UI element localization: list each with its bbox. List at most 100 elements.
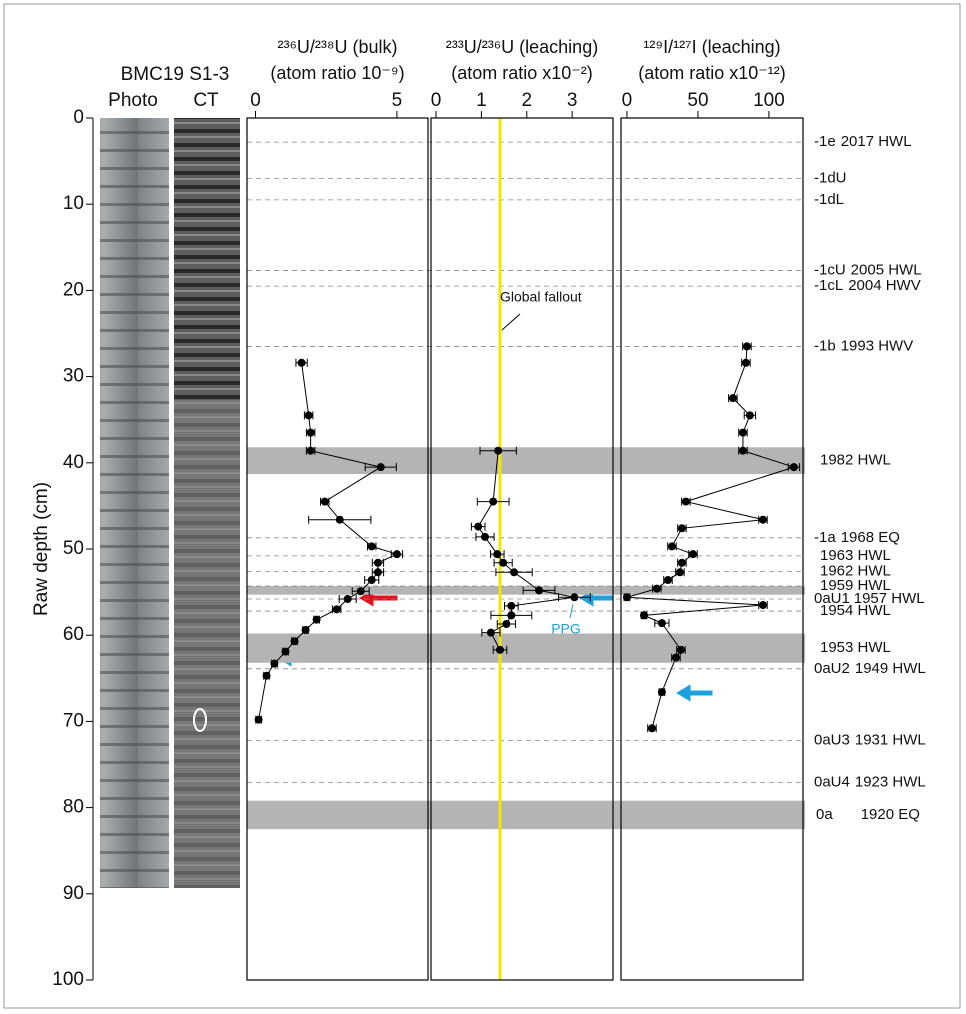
data-point bbox=[281, 647, 290, 656]
leader bbox=[501, 313, 521, 331]
data-point bbox=[570, 593, 579, 602]
horizon-label: 1963 HWL bbox=[820, 547, 891, 564]
unit-label: 0aU1 bbox=[814, 590, 850, 607]
data-line bbox=[258, 362, 399, 720]
horizon-label: -1dU bbox=[814, 169, 847, 186]
data-point bbox=[681, 497, 690, 506]
y-tick-label: 30 bbox=[63, 366, 84, 387]
data-point bbox=[262, 671, 271, 680]
data-point bbox=[356, 587, 365, 596]
data-point bbox=[254, 715, 263, 724]
x-tick-label: 5 bbox=[392, 90, 403, 111]
y-tick-label: 80 bbox=[63, 797, 84, 818]
horizon-label: -1a 1968 EQ bbox=[814, 529, 900, 546]
photo-label: Photo bbox=[108, 90, 158, 111]
data-point bbox=[297, 358, 306, 367]
data-point bbox=[741, 358, 750, 367]
data-point bbox=[320, 497, 329, 506]
horizon-label: -1b 1993 HWV bbox=[814, 337, 913, 354]
data-point bbox=[376, 463, 385, 472]
x-tick-label: 0 bbox=[431, 90, 442, 111]
event-label: 2005 HWL bbox=[851, 262, 922, 279]
y-tick-label: 40 bbox=[63, 452, 84, 473]
data-point bbox=[657, 688, 666, 697]
horizon-label: 0aU2 1949 HWL bbox=[814, 660, 926, 677]
data-point bbox=[677, 524, 686, 533]
x-tick-label: 3 bbox=[567, 90, 578, 111]
panel-frame bbox=[430, 117, 614, 981]
event-label: 1962 HWL bbox=[820, 562, 891, 579]
horizon-label: -1cL 2004 HWV bbox=[814, 277, 921, 294]
data-point bbox=[486, 628, 495, 637]
y-tick-label: 10 bbox=[63, 193, 84, 214]
y-tick-label: 0 bbox=[73, 107, 84, 128]
data-point bbox=[304, 411, 313, 420]
event-label: 1920 EQ bbox=[861, 806, 920, 823]
event-band bbox=[247, 447, 805, 475]
core-ct-lower bbox=[174, 400, 240, 888]
band-label: 1982 HWL bbox=[820, 452, 891, 469]
data-point bbox=[507, 611, 516, 620]
y-tick-label: 20 bbox=[63, 279, 84, 300]
unit-label: 0aU2 bbox=[814, 660, 850, 677]
data-point bbox=[270, 659, 279, 668]
data-point bbox=[306, 428, 315, 437]
unit-label: -1a bbox=[814, 529, 836, 546]
unit-label: -1cU bbox=[814, 262, 846, 279]
data-point bbox=[676, 645, 685, 654]
frame bbox=[3, 3, 961, 1009]
event-label: 2004 HWV bbox=[848, 277, 921, 294]
data-point bbox=[677, 558, 686, 567]
annotation: PPG bbox=[551, 621, 581, 637]
data-point bbox=[789, 463, 798, 472]
reference-label: Global fallout bbox=[500, 289, 582, 305]
event-label: 1993 HWV bbox=[841, 337, 914, 354]
y-tick-label: 100 bbox=[52, 969, 84, 990]
unit-label: -1b bbox=[814, 337, 836, 354]
core-label: BMC19 S1-3 bbox=[121, 64, 230, 85]
event-label: 1968 EQ bbox=[841, 529, 900, 546]
data-point bbox=[489, 497, 498, 506]
data-point bbox=[312, 615, 321, 624]
horizon-label: -1e 2017 HWL bbox=[814, 133, 912, 150]
event-label: 1957 HWL bbox=[854, 590, 925, 607]
data-point bbox=[495, 645, 504, 654]
x-tick-label: 1 bbox=[476, 90, 487, 111]
x-tick-label: 2 bbox=[521, 90, 532, 111]
data-point bbox=[367, 542, 376, 551]
data-point bbox=[622, 593, 631, 602]
data-point bbox=[535, 586, 544, 595]
data-point bbox=[481, 532, 490, 541]
data-point bbox=[343, 594, 352, 603]
data-point bbox=[667, 542, 676, 551]
event-label: 1982 HWL bbox=[820, 452, 891, 469]
horizon-label: 1954 HWL bbox=[820, 602, 891, 619]
unit-label: -1e bbox=[814, 133, 836, 150]
data-point bbox=[745, 411, 754, 420]
data-point bbox=[758, 601, 767, 610]
ct-void bbox=[193, 708, 207, 732]
x-tick-label: 100 bbox=[753, 90, 785, 111]
event-label: 1963 HWL bbox=[820, 547, 891, 564]
panel-subtitle: (atom ratio x10⁻¹²) bbox=[638, 63, 786, 83]
data-point bbox=[474, 522, 483, 531]
data-point bbox=[290, 637, 299, 646]
y-tick-label: 70 bbox=[63, 710, 84, 731]
arrow bbox=[676, 684, 713, 702]
data-point bbox=[758, 515, 767, 524]
panel-subtitle: (atom ratio x10⁻²) bbox=[451, 63, 593, 83]
unit-label: 0aU3 bbox=[814, 731, 850, 748]
data-point bbox=[652, 584, 661, 593]
panel-title: ²³³U/²³⁶U (leaching) bbox=[446, 37, 598, 57]
data-point bbox=[675, 568, 684, 577]
event-label: 1931 HWL bbox=[855, 731, 926, 748]
event-label: 1953 HWL bbox=[820, 639, 891, 656]
y-axis-label: Raw depth (cm) bbox=[31, 482, 52, 616]
panel-frame bbox=[246, 117, 429, 981]
data-point bbox=[671, 653, 680, 662]
event-label: 1949 HWL bbox=[855, 660, 926, 677]
event-label: 1959 HWL bbox=[820, 577, 891, 594]
data-point bbox=[367, 576, 376, 585]
y-tick-label: 50 bbox=[63, 538, 84, 559]
